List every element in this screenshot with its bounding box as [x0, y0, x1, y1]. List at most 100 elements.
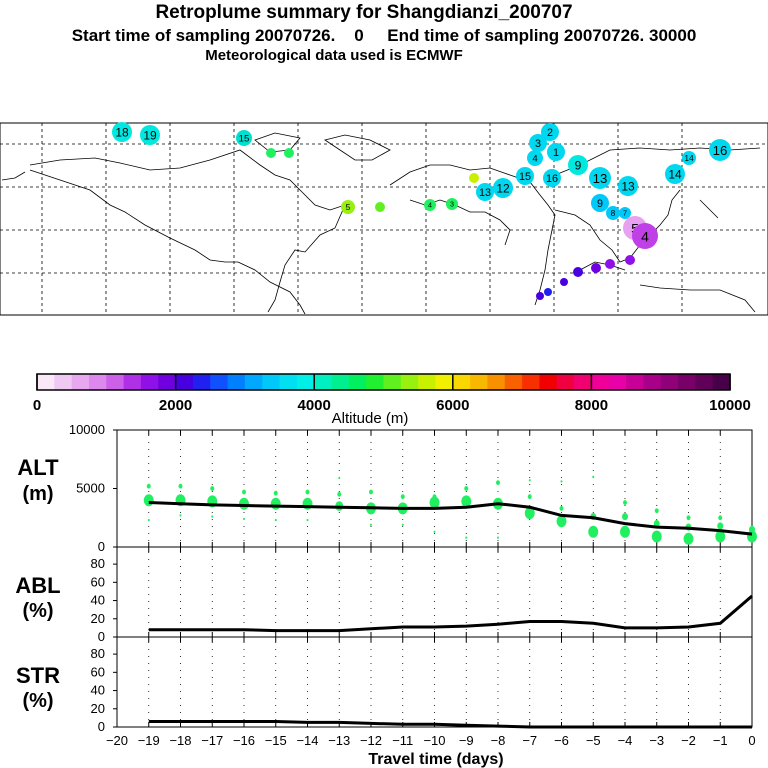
panel-frame-abl: [116, 546, 753, 638]
alt-cluster-15-1: [622, 512, 628, 521]
xtick-label-15: −5: [586, 733, 601, 748]
alt-cluster-12-1: [527, 494, 532, 500]
map-marker-21: [619, 207, 631, 219]
map-marker-3: [266, 148, 276, 158]
colorbar-swatch-7: [158, 374, 177, 390]
map-marker-label-13: 16: [713, 143, 728, 158]
colorbar-swatch-21: [400, 374, 419, 390]
map-marker-label-1: 19: [143, 129, 157, 143]
alt-cluster-8-1: [400, 494, 405, 500]
xtick-label-17: −3: [649, 733, 664, 748]
alt-cluster-14-2: [592, 475, 595, 478]
map-marker-1: [140, 125, 160, 145]
panel-label-abl: ABL: [15, 573, 60, 598]
alt-cluster-5-1: [305, 489, 310, 495]
map-marker-label-16: 12: [496, 182, 510, 196]
map-marker-label-18: 16: [546, 173, 558, 185]
alt-cluster-17-0: [683, 532, 694, 545]
colorbar-swatch-11: [227, 374, 246, 390]
colorbar-swatch-23: [435, 374, 454, 390]
map-marker-26: [375, 202, 385, 212]
colorbar-swatch-17: [331, 374, 350, 390]
map-marker-label-15: 13: [479, 187, 491, 199]
xtick-label-9: −11: [392, 733, 413, 748]
map-marker-label-6: 3: [535, 138, 541, 150]
map-marker-7: [547, 143, 565, 161]
alt-cluster-9-2: [433, 530, 436, 533]
time-series-panels: 1000050000ALT(m)806040200ABL(%)806040200…: [15, 422, 757, 768]
colorbar-tick-label-0: 0: [33, 397, 41, 414]
alt-cluster-6-2: [338, 476, 341, 480]
alt-cluster-0-0: [143, 494, 154, 507]
map-marker-label-8: 4: [532, 154, 538, 165]
xtick-label-5: −15: [265, 733, 287, 748]
map-marker-19: [591, 194, 609, 212]
xtick-label-0: −20: [106, 733, 128, 748]
map-marker-4: [284, 148, 294, 158]
alt-cluster-2-2: [211, 515, 214, 518]
colorbar-swatch-35: [643, 374, 662, 390]
retroplume-markers: 1819152314913131416141312151698754354: [112, 122, 731, 300]
map-marker-23: [424, 199, 436, 211]
map-marker-17: [516, 167, 534, 185]
xtick-label-19: −1: [713, 733, 728, 748]
ytick-label-abl-4: 0: [98, 629, 105, 644]
alt-cluster-18-1: [717, 522, 724, 530]
colorbar-swatch-16: [314, 374, 333, 390]
map-marker-16: [493, 178, 513, 198]
colorbar-swatch-28: [522, 374, 541, 390]
colorbar-swatch-14: [279, 374, 298, 390]
panel-unit-alt: (m): [22, 483, 53, 505]
alt-cluster-15-2: [623, 500, 627, 505]
xtick-label-3: −17: [201, 733, 223, 748]
colorbar-swatch-38: [695, 374, 714, 390]
map-marker-20: [606, 206, 620, 220]
xtick-label-2: −18: [169, 733, 191, 748]
map-graticule: [0, 123, 768, 315]
colorbar-tick-label-1: 2000: [159, 397, 192, 414]
xaxis-title: Travel time (days): [368, 751, 503, 768]
ytick-label-abl-0: 80: [91, 556, 105, 571]
map-marker-18: [543, 169, 561, 187]
colorbar-swatch-18: [348, 374, 367, 390]
alt-cluster-18-2: [718, 515, 723, 521]
altitude-colorbar: 0 2000 4000 6000 8000 10000 Altitude (m): [33, 373, 751, 427]
alt-cluster-13-2: [560, 480, 563, 483]
ytick-label-abl-1: 60: [91, 574, 105, 589]
alt-cluster-3-2: [243, 517, 245, 521]
panel-unit-abl: (%): [22, 600, 53, 622]
alt-cluster-9-0: [429, 496, 440, 509]
alt-cluster-7-1: [369, 489, 373, 495]
colorbar-swatch-10: [210, 374, 229, 390]
map-marker-24: [446, 198, 458, 210]
colorbar-tick-label-3: 6000: [436, 397, 469, 414]
xtick-label-16: −4: [618, 733, 633, 748]
colorbar-swatch-0: [37, 374, 55, 390]
ytick-label-alt-2: 0: [98, 539, 105, 554]
alt-cluster-18-0: [715, 530, 726, 543]
world-map: 1819152314913131416141312151698754354: [0, 122, 768, 316]
colorbar-swatch-39: [712, 374, 731, 390]
xtick-label-1: −19: [138, 733, 160, 748]
map-marker-label-22: 5: [346, 202, 351, 212]
ytick-label-alt-1: 5000: [76, 481, 105, 496]
colorbar-label: Altitude (m): [332, 410, 409, 427]
xtick-label-13: −7: [522, 733, 537, 748]
colorbar-swatch-36: [660, 374, 679, 390]
alt-cluster-16-2: [654, 508, 659, 514]
map-marker-label-23: 4: [428, 201, 432, 210]
series-line-abl: [148, 594, 753, 633]
map-marker-11: [618, 176, 638, 196]
colorbar-swatch-24: [452, 374, 471, 390]
colorbar-swatch-6: [140, 374, 159, 390]
alt-cluster-13-0: [556, 515, 567, 528]
xtick-label-6: −14: [296, 733, 318, 748]
alt-cluster-0-2: [147, 518, 150, 522]
map-marker-label-17: 15: [519, 171, 531, 183]
colorbar-swatch-29: [539, 374, 558, 390]
map-marker-label-9: 9: [575, 159, 582, 173]
map-marker-22: [341, 200, 355, 214]
xtick-label-11: −9: [459, 733, 474, 748]
ytick-label-str-1: 60: [91, 664, 105, 679]
alt-cluster-8-2: [401, 523, 404, 526]
